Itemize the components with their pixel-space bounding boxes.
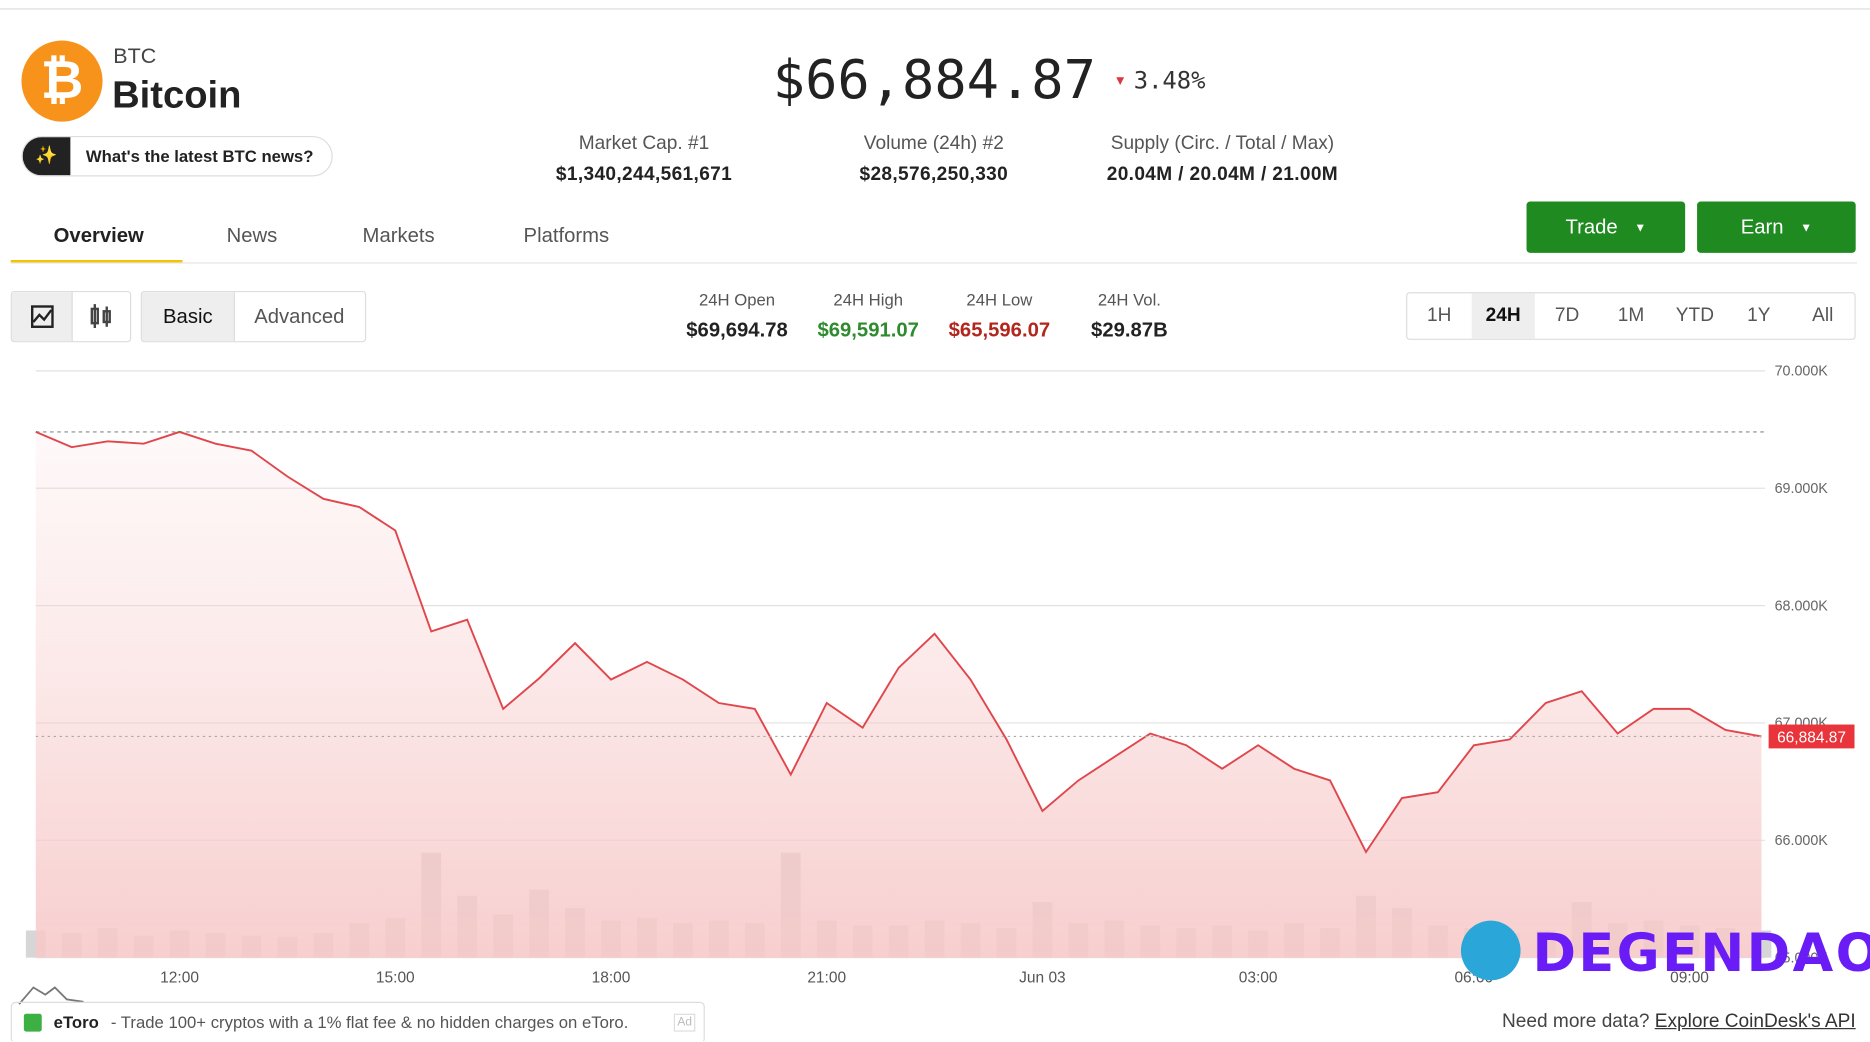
- coin-logo: ₿: [21, 40, 103, 122]
- y-tick-label: 66.000K: [1775, 833, 1829, 849]
- x-tick-label: 12:00: [160, 970, 199, 987]
- summary-value: $69,591.07: [817, 318, 919, 342]
- price: $66,884.87: [772, 47, 1096, 111]
- watermark-text: DEGENDAO!: [1532, 923, 1870, 984]
- summary-label: 24H High: [833, 289, 904, 309]
- stat-value: $28,576,250,330: [859, 164, 1009, 185]
- sparkle-icon: ✨: [22, 137, 71, 176]
- dropdown-caret: ▼: [1800, 221, 1813, 235]
- line-icon: [31, 305, 54, 328]
- etoro-icon: [23, 1013, 42, 1032]
- last-price-badge: [1768, 724, 1855, 749]
- stat-label: Supply (Circ. / Total / Max): [1110, 133, 1335, 154]
- ad-badge: Ad: [673, 1013, 696, 1032]
- change: ▼ 3.48%: [1116, 66, 1205, 95]
- summary-label: 24H Vol.: [1097, 289, 1161, 309]
- action-label: Earn: [1740, 215, 1784, 239]
- view-mode[interactable]: Basic: [141, 292, 235, 342]
- range-selector: 1H 24H 7D 1M YTD 1Y All: [1406, 292, 1856, 340]
- line-chart-button[interactable]: [11, 292, 73, 342]
- action-button[interactable]: Earn ▼: [1697, 201, 1856, 253]
- down-arrow: ▼: [1116, 72, 1125, 89]
- tabs: Overview News Markets Platforms: [10, 215, 1857, 264]
- stat-label: Market Cap. #1: [578, 133, 710, 154]
- x-tick-label: 03:00: [1239, 970, 1278, 987]
- x-tick-label: 09:00: [1670, 970, 1709, 987]
- summary-item: 24H Vol. $29.87B: [1034, 290, 1225, 342]
- stat: Market Cap. #1 $1,340,244,561,671: [465, 134, 823, 186]
- summary-item: 24H Open $69,694.78: [642, 290, 833, 342]
- watermark-logo: [1460, 920, 1521, 981]
- view-mode-toggle: Basic Advanced: [140, 290, 367, 343]
- stat-value: $1,340,244,561,671: [555, 164, 733, 185]
- candle-chart-button[interactable]: [72, 292, 130, 341]
- change-value: 3.48%: [1133, 65, 1206, 95]
- range-button[interactable]: 7D: [1554, 305, 1580, 326]
- area-fill: [35, 431, 1762, 958]
- y-tick-label: 68.000K: [1775, 598, 1829, 614]
- stat-label: Volume (24h) #2: [863, 133, 1004, 154]
- x-tick-label: 15:00: [376, 970, 415, 987]
- news-prompt: What's the latest BTC news?: [85, 146, 314, 166]
- news-button[interactable]: ✨ What's the latest BTC news?: [21, 135, 333, 177]
- summary-value: $29.87B: [1091, 318, 1168, 342]
- ad-text: - Trade 100+ cryptos with a 1% flat fee …: [110, 1012, 629, 1032]
- more-text: Need more data?: [1502, 1011, 1650, 1032]
- coin-name: Bitcoin: [112, 72, 242, 116]
- mini-chart-icon: [18, 986, 84, 1005]
- watermark: DEGENDAO!: [1460, 920, 1870, 984]
- candle-icon: [90, 304, 111, 328]
- x-tick-label: 18:00: [592, 970, 631, 987]
- summary-label: 24H Low: [966, 289, 1033, 309]
- last-price-label: 66,884.87: [1777, 729, 1846, 746]
- ad-brand: eToro: [53, 1012, 99, 1032]
- tab-indicator: [10, 259, 183, 263]
- symbol: BTC: [113, 44, 157, 68]
- stat: Volume (24h) #2 $28,576,250,330: [755, 134, 1113, 186]
- price-line: [35, 430, 1762, 854]
- summary-value: $69,694.78: [686, 318, 788, 342]
- summary-label: 24H Open: [698, 289, 776, 309]
- dropdown-caret: ▼: [1634, 221, 1647, 235]
- api-link[interactable]: Explore CoinDesk's API: [1654, 1011, 1856, 1032]
- range-button[interactable]: 1M: [1617, 305, 1645, 326]
- y-tick-label: 69.000K: [1775, 481, 1829, 497]
- summary-item: 24H Low $65,596.07: [904, 290, 1095, 342]
- stat: Supply (Circ. / Total / Max) 20.04M / 20.…: [1044, 134, 1402, 186]
- x-tick-label: Jun 03: [1019, 970, 1066, 987]
- range-button[interactable]: 24H: [1471, 293, 1536, 339]
- range-button[interactable]: 1Y: [1747, 305, 1771, 326]
- summary-value: $65,596.07: [948, 318, 1051, 342]
- tab[interactable]: News: [226, 224, 278, 247]
- chart-type-toggle: [10, 290, 132, 343]
- y-tick-label: 65.000K: [1775, 950, 1829, 966]
- view-mode[interactable]: Advanced: [254, 305, 345, 328]
- summary-item: 24H High $69,591.07: [773, 290, 964, 342]
- range-button[interactable]: 1H: [1427, 305, 1452, 326]
- action-label: Trade: [1565, 215, 1618, 239]
- tab[interactable]: Markets: [362, 224, 435, 247]
- range-button[interactable]: YTD: [1675, 305, 1714, 326]
- tab[interactable]: Platforms: [523, 224, 610, 247]
- api-promo: Need more data? Explore CoinDesk's API: [1502, 1011, 1856, 1032]
- tab[interactable]: Overview: [53, 224, 144, 247]
- action-button[interactable]: Trade ▼: [1526, 201, 1686, 253]
- stat-value: 20.04M / 20.04M / 21.00M: [1106, 164, 1339, 185]
- range-button[interactable]: All: [1812, 305, 1834, 326]
- x-tick-label: 21:00: [807, 970, 846, 987]
- ad-banner[interactable]: eToro - Trade 100+ cryptos with a 1% fla…: [10, 1001, 705, 1042]
- y-tick-label: 70.000K: [1775, 364, 1829, 380]
- divider: [0, 8, 1870, 10]
